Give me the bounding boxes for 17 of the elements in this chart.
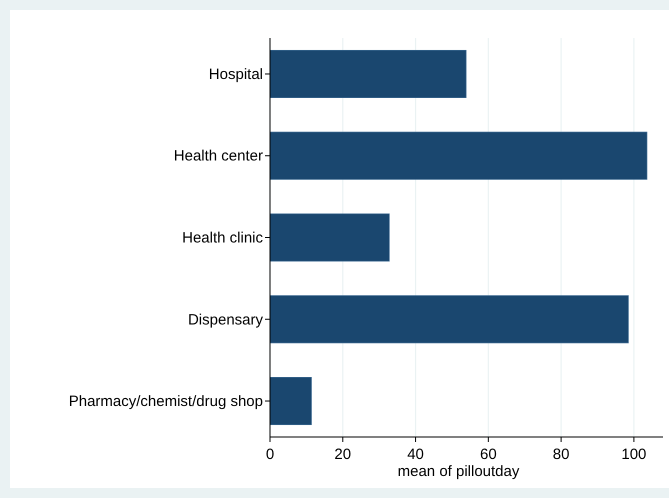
bar — [270, 132, 648, 180]
bar — [270, 50, 466, 98]
x-tick-label: 100 — [621, 446, 646, 463]
y-tick-label: Dispensary — [188, 311, 264, 328]
x-tick-label: 20 — [334, 446, 352, 463]
y-tick-label: Hospital — [208, 66, 263, 83]
x-tick-label: 0 — [266, 446, 274, 463]
bar — [270, 213, 390, 262]
x-tick-label: 80 — [552, 446, 570, 463]
y-tick-label: Health clinic — [182, 230, 264, 246]
bar — [270, 295, 629, 344]
x-tick-label: 40 — [407, 446, 424, 463]
x-axis-title: mean of pilloutday — [398, 463, 520, 480]
y-tick-label: Pharmacy/chemist/drug shop — [68, 393, 263, 410]
bar — [270, 377, 312, 426]
y-tick-label: Health center — [174, 148, 263, 165]
x-tick-label: 60 — [480, 446, 497, 463]
